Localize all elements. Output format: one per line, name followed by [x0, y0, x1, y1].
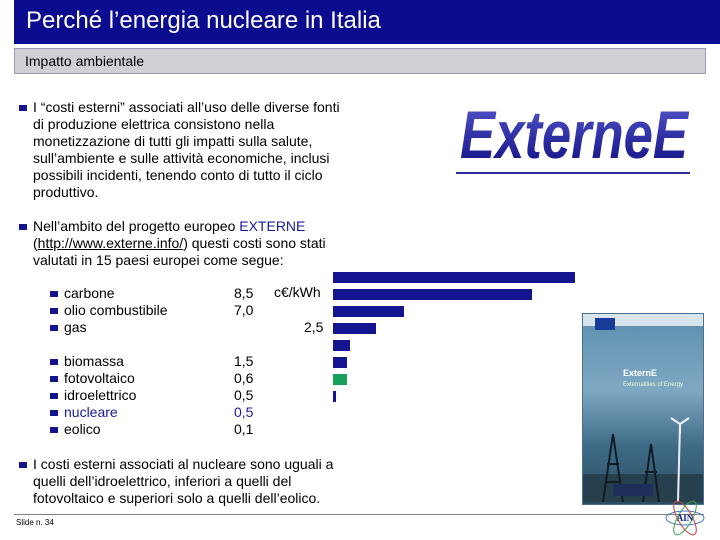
source-name: biomassa	[64, 353, 124, 369]
bullet1-line: monetizzazione di tutti gli impatti sull…	[33, 133, 313, 149]
ain-atom-logo: AIN	[665, 500, 705, 536]
source-name: olio combustibile	[64, 302, 168, 318]
bullet2-line3: valutati in 15 paesi europei come segue:	[33, 252, 284, 268]
bullet-square-icon	[19, 462, 27, 468]
cost-bar	[333, 340, 350, 351]
slide-number: Slide n. 34	[16, 518, 54, 527]
source-value: 1,5	[234, 353, 254, 369]
cost-bar	[333, 306, 404, 317]
cost-bar	[333, 374, 347, 385]
source-bullet-icon	[50, 376, 58, 382]
externe-logo: ExterneE	[460, 100, 690, 166]
bullet1-line: produttivo.	[33, 184, 99, 200]
power-lines-icon	[583, 417, 703, 502]
source-value: 0,6	[234, 370, 254, 386]
book-title: ExternE	[623, 368, 658, 378]
source-value: 7,0	[234, 302, 254, 318]
unit-label: c€/kWh	[274, 284, 321, 300]
bullet2-line1: Nell’ambito del progetto europeo EXTERNE	[33, 218, 305, 235]
ain-text: AIN	[677, 513, 694, 523]
source-name: fotovoltaico	[64, 370, 135, 386]
bullet1-line: I “costi esterni” associati all’uso dell…	[33, 99, 340, 115]
bullet2-text: ) questi costi sono stati	[183, 235, 326, 251]
eu-flag-icon	[595, 318, 615, 330]
source-name: carbone	[64, 285, 115, 301]
book-subtitle: Externalities of Energy	[623, 382, 684, 388]
bullet-square-icon	[19, 224, 27, 230]
externe-book-cover: ExternE Externalities of Energy	[582, 313, 704, 505]
bullet2-text: Nell’ambito del progetto europeo	[33, 218, 240, 234]
logo-underline	[456, 172, 690, 174]
bullet1-line: possibili incidenti, tenendo conto di tu…	[33, 167, 323, 183]
source-value: 0,5	[234, 404, 254, 420]
source-value: 8,5	[234, 285, 254, 301]
source-value: 0,1	[234, 421, 254, 437]
source-bullet-icon	[50, 410, 58, 416]
slide-title: Perché l’energia nucleare in Italia	[26, 7, 381, 34]
bullet3-line: I costi esterni associati al nucleare so…	[33, 456, 334, 472]
cost-bar	[333, 391, 336, 402]
source-bullet-icon	[50, 291, 58, 297]
bullet-square-icon	[19, 105, 27, 111]
bullet1-line: sull’ambiente e sulle attività economich…	[33, 150, 330, 166]
title-bar: Perché l’energia nucleare in Italia	[14, 0, 720, 44]
slide-subtitle: Impatto ambientale	[25, 53, 145, 69]
cost-bar	[333, 289, 532, 300]
externe-highlight: EXTERNE	[239, 218, 306, 234]
source-bullet-icon	[50, 427, 58, 433]
cost-bar	[333, 357, 347, 368]
logo-text: ExterneE	[460, 100, 690, 166]
source-name: idroelettrico	[64, 387, 137, 403]
source-name: nucleare	[64, 404, 118, 420]
source-bullet-icon	[50, 325, 58, 331]
source-bullet-icon	[50, 393, 58, 399]
source-name: eolico	[64, 421, 101, 437]
source-name: gas	[64, 319, 87, 335]
source-bullet-icon	[50, 308, 58, 314]
bullet2-line2: (http://www.externe.info/) questi costi …	[33, 235, 326, 252]
bullet3-line: fotovoltaico e superiori solo a quelli d…	[33, 490, 321, 506]
cost-bar	[333, 272, 575, 283]
subtitle-bar: Impatto ambientale	[14, 48, 706, 74]
externe-link[interactable]: http://www.externe.info/	[37, 235, 184, 251]
source-value: 0,5	[234, 387, 254, 403]
bullet2-text: (	[33, 235, 38, 251]
cost-bar	[333, 323, 376, 334]
source-bullet-icon	[50, 359, 58, 365]
bullet1-line: di produzione elettrica consistono nella	[33, 116, 275, 132]
footer-divider	[14, 514, 704, 515]
source-value: 2,5	[304, 319, 324, 335]
bullet3-line: quelli dell’idroelettrico, inferiori a q…	[33, 473, 292, 489]
